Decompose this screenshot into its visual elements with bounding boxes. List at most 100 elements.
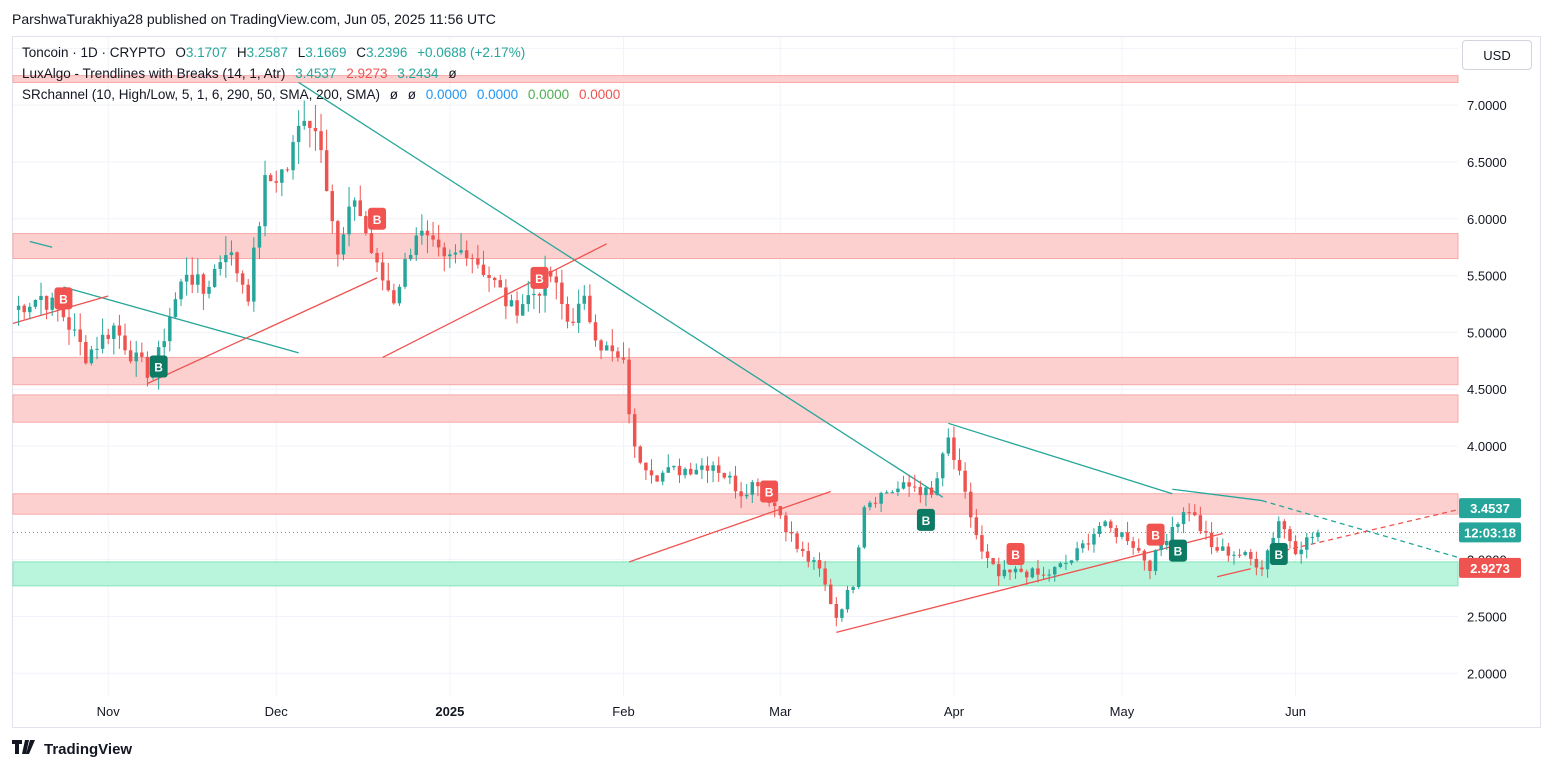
candle-body: [856, 547, 861, 588]
legend-srchannel-line[interactable]: SRchannel (10, High/Low, 5, 1, 6, 290, 5…: [22, 87, 626, 102]
tradingview-logo-icon: [12, 740, 38, 758]
candle-body: [106, 334, 110, 339]
time-axis: Nov Dec 2025 Feb Mar Apr May Jun: [97, 704, 1306, 719]
down-trendline: [948, 422, 1173, 495]
candle-body: [386, 280, 390, 291]
candle-body: [246, 284, 250, 302]
trendlines: [12, 81, 1459, 634]
break-marker-label: B: [373, 213, 382, 227]
down-trendline: [298, 81, 944, 498]
candle-body: [470, 258, 474, 260]
legend-luxalgo-v3: 3.2434: [397, 66, 439, 81]
candle-body: [576, 303, 581, 323]
candle-body: [504, 287, 508, 307]
candle-body: [845, 589, 850, 610]
legend-srchannel-v1: ø: [389, 87, 398, 102]
candle-body: [722, 472, 727, 478]
candle-body: [280, 169, 284, 183]
bearish-break-marker: B: [54, 287, 73, 310]
break-marker-box: [54, 287, 73, 310]
candle-body: [812, 560, 816, 562]
break-marker-label: B: [765, 485, 774, 499]
publish-header: ParshwaTurakhiya28 published on TradingV…: [12, 11, 496, 27]
candle-body: [1254, 558, 1259, 568]
candle-body: [1142, 550, 1147, 561]
legend-close-label: C: [356, 45, 367, 60]
candle-body: [207, 286, 211, 294]
legend-luxalgo-v4: ø: [448, 66, 457, 81]
candle-body: [397, 286, 402, 304]
candle-body: [1075, 548, 1079, 561]
candle-body: [72, 329, 77, 331]
price-labels: 3.4537 12:03:18 2.9273: [1459, 498, 1521, 578]
candle-body: [324, 150, 329, 192]
candle-body: [733, 475, 738, 492]
legend-close: 3.2396: [366, 45, 408, 60]
candle-body: [1047, 574, 1051, 576]
candle-body: [912, 486, 917, 488]
candle-body: [924, 487, 928, 496]
candle-body: [263, 175, 267, 227]
time-tick-label: Nov: [97, 704, 121, 719]
legend-luxalgo-line[interactable]: LuxAlgo - Trendlines with Breaks (14, 1,…: [22, 66, 463, 81]
candle-body: [347, 206, 351, 235]
candle-body: [61, 308, 66, 318]
candle-body: [431, 235, 435, 240]
candle-body: [789, 532, 794, 534]
candle-body: [33, 299, 38, 307]
candle-body: [705, 465, 710, 471]
candle-body: [537, 293, 542, 296]
candle-body: [212, 268, 217, 287]
candle-body: [655, 475, 659, 482]
candle-body: [117, 325, 122, 336]
candle-body: [784, 515, 788, 533]
candle-body: [1064, 563, 1068, 565]
price-tick-label: 2.5000: [1467, 609, 1507, 624]
legend-open-label: O: [175, 45, 186, 60]
candle-body: [638, 446, 643, 463]
candle-body: [100, 334, 105, 349]
candle-body: [935, 478, 939, 495]
candle-body: [50, 297, 54, 310]
break-marker-label: B: [922, 514, 931, 528]
break-marker-label: B: [59, 292, 68, 306]
candle-body: [1277, 521, 1281, 538]
candle-body: [879, 492, 883, 504]
candle-body: [291, 142, 295, 171]
candle-body: [140, 352, 144, 357]
candle-body: [95, 348, 99, 350]
candle-body: [851, 587, 855, 590]
candle-body: [1165, 540, 1169, 546]
candle-body: [1288, 529, 1292, 542]
candle-body: [1237, 554, 1242, 556]
candle-body: [67, 317, 71, 330]
legend-luxalgo-v2: 2.9273: [346, 66, 388, 81]
candle-body: [778, 506, 783, 516]
candle-body: [1036, 568, 1040, 575]
candle-body: [1120, 532, 1124, 537]
candle-body: [1209, 532, 1214, 548]
candle-body: [352, 200, 357, 207]
candle-body: [1092, 533, 1096, 545]
candle-body: [952, 437, 956, 460]
candle-body: [1086, 543, 1091, 545]
candle-body: [918, 486, 923, 496]
candle-body: [313, 127, 318, 132]
candle-body: [403, 259, 407, 287]
candle-body: [957, 459, 962, 471]
candle-body: [44, 295, 49, 310]
candle-body: [1215, 547, 1219, 551]
candle-body: [660, 472, 665, 482]
candle-body: [565, 303, 570, 322]
candle-body: [1053, 567, 1057, 575]
currency-button[interactable]: USD: [1462, 40, 1532, 70]
tradingview-brand: TradingView: [44, 740, 133, 758]
candle-body: [224, 255, 228, 263]
tradingview-logo[interactable]: TradingView: [12, 740, 132, 758]
candle-body: [196, 274, 200, 285]
time-tick-label: Mar: [769, 704, 792, 719]
legend-symbol-line[interactable]: Toncoin · 1D · CRYPTO O3.1707 H3.2587 L3…: [22, 45, 531, 60]
break-marker-box: [530, 266, 549, 289]
candle-body: [728, 475, 732, 478]
